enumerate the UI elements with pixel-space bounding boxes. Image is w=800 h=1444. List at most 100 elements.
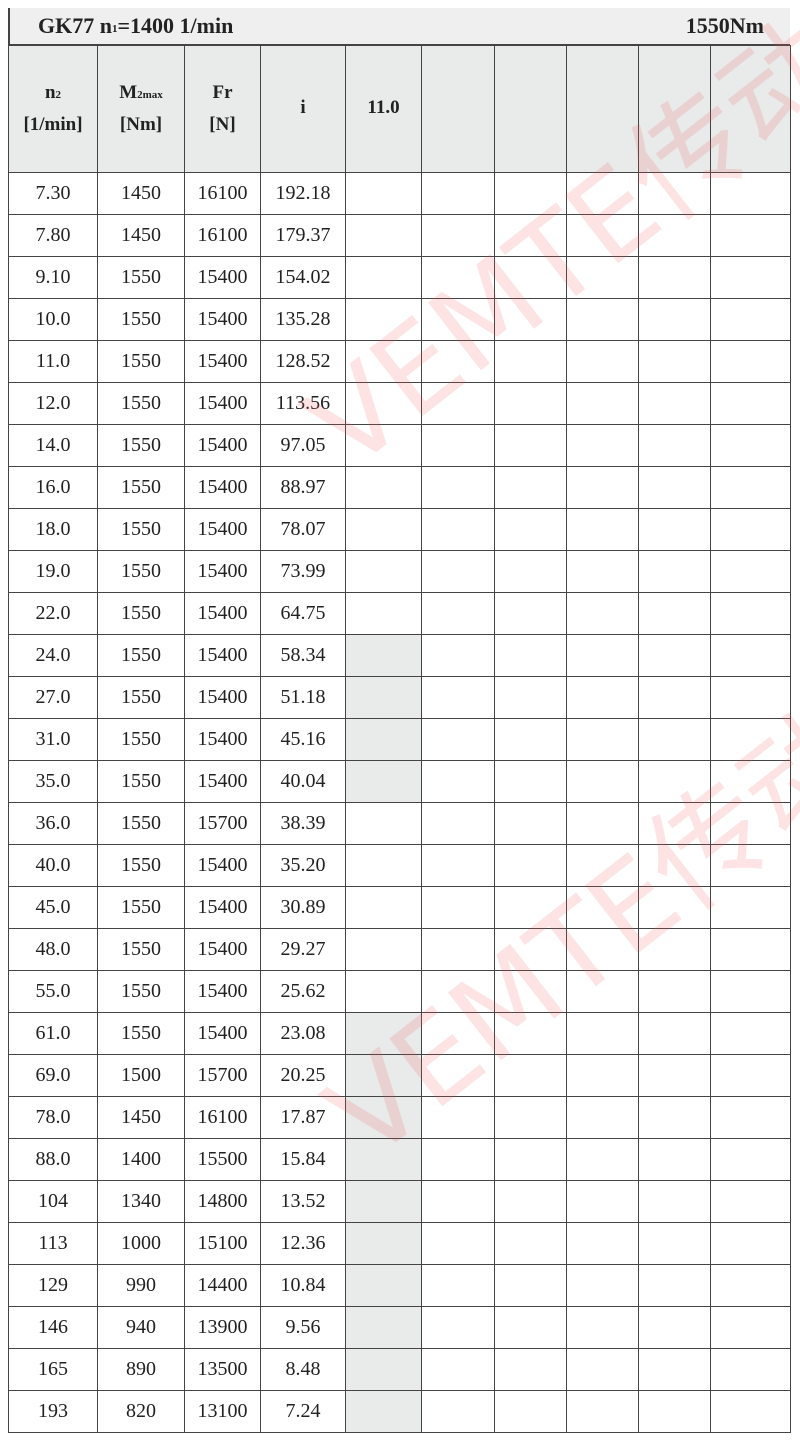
- cell-i: 15.84: [260, 1138, 346, 1181]
- cell-empty: [638, 718, 711, 761]
- cell-empty: [566, 1054, 639, 1097]
- cell-empty: [710, 550, 791, 593]
- cell-fr: 15400: [184, 424, 261, 467]
- cell-n2: 16.0: [8, 466, 98, 509]
- cell-empty: [421, 1306, 495, 1349]
- cell-n2: 193: [8, 1390, 98, 1433]
- header-main: i: [300, 97, 306, 118]
- cell-empty: [566, 256, 639, 299]
- cell-fr: 15400: [184, 340, 261, 383]
- cell-fr: 15400: [184, 676, 261, 719]
- table-row: 19.0 1550 15400 73.99: [8, 550, 791, 593]
- header-fr: Fr [N]: [184, 45, 261, 173]
- cell-ratio-11: [345, 928, 422, 971]
- cell-empty: [421, 718, 495, 761]
- cell-empty: [421, 382, 495, 425]
- cell-empty: [566, 844, 639, 887]
- header-unit: [1/min]: [23, 114, 83, 135]
- cell-empty: [421, 1054, 495, 1097]
- cell-empty: [494, 592, 567, 635]
- cell-n2: 48.0: [8, 928, 98, 971]
- cell-empty: [710, 970, 791, 1013]
- cell-empty: [421, 802, 495, 845]
- table-row: 11.0 1550 15400 128.52: [8, 340, 791, 383]
- cell-empty: [494, 424, 567, 467]
- cell-fr: 13100: [184, 1390, 261, 1433]
- cell-empty: [494, 1306, 567, 1349]
- cell-m2: 1550: [97, 550, 185, 593]
- table-title-bar: GK77 n1=1400 1/min 1550Nm: [8, 8, 790, 45]
- cell-i: 23.08: [260, 1012, 346, 1055]
- cell-empty: [494, 172, 567, 215]
- cell-ratio-11: [345, 1222, 422, 1265]
- cell-m2: 1500: [97, 1054, 185, 1097]
- cell-fr: 15100: [184, 1222, 261, 1265]
- cell-empty: [710, 634, 791, 677]
- cell-empty: [638, 1348, 711, 1391]
- table-row: 193 820 13100 7.24: [8, 1390, 791, 1433]
- cell-i: 154.02: [260, 256, 346, 299]
- cell-i: 78.07: [260, 508, 346, 551]
- cell-n2: 165: [8, 1348, 98, 1391]
- cell-m2: 1550: [97, 634, 185, 677]
- cell-empty: [421, 1264, 495, 1307]
- cell-ratio-11: [345, 382, 422, 425]
- cell-empty: [421, 340, 495, 383]
- cell-n2: 146: [8, 1306, 98, 1349]
- table-row: 18.0 1550 15400 78.07: [8, 508, 791, 551]
- table-row: 35.0 1550 15400 40.04: [8, 760, 791, 803]
- cell-empty: [710, 592, 791, 635]
- table-row: 7.80 1450 16100 179.37: [8, 214, 791, 257]
- cell-empty: [421, 466, 495, 509]
- cell-empty: [494, 466, 567, 509]
- cell-ratio-11: [345, 592, 422, 635]
- table-row: 165 890 13500 8.48: [8, 1348, 791, 1391]
- cell-empty: [494, 1054, 567, 1097]
- cell-i: 10.84: [260, 1264, 346, 1307]
- cell-n2: 45.0: [8, 886, 98, 929]
- cell-empty: [710, 172, 791, 215]
- gearbox-table-container: GK77 n1=1400 1/min 1550Nm n2 [1/min] M2max…: [8, 8, 791, 1433]
- table-row: 24.0 1550 15400 58.34: [8, 634, 791, 677]
- cell-m2: 1550: [97, 298, 185, 341]
- cell-i: 179.37: [260, 214, 346, 257]
- cell-empty: [638, 256, 711, 299]
- cell-m2: 1550: [97, 508, 185, 551]
- cell-m2: 1450: [97, 214, 185, 257]
- cell-empty: [421, 1222, 495, 1265]
- cell-ratio-11: [345, 550, 422, 593]
- header-empty: [710, 45, 791, 173]
- cell-empty: [710, 1096, 791, 1139]
- cell-m2: 1450: [97, 1096, 185, 1139]
- cell-empty: [494, 508, 567, 551]
- table-row: 22.0 1550 15400 64.75: [8, 592, 791, 635]
- cell-ratio-11: [345, 886, 422, 929]
- cell-empty: [638, 1138, 711, 1181]
- table-row: 7.30 1450 16100 192.18: [8, 172, 791, 215]
- cell-n2: 36.0: [8, 802, 98, 845]
- cell-n2: 10.0: [8, 298, 98, 341]
- cell-fr: 16100: [184, 1096, 261, 1139]
- cell-empty: [566, 928, 639, 971]
- header-n2: n2 [1/min]: [8, 45, 98, 173]
- cell-fr: 14800: [184, 1180, 261, 1223]
- cell-ratio-11: [345, 214, 422, 257]
- header-sub: 2max: [137, 89, 163, 101]
- cell-ratio-11: [345, 802, 422, 845]
- cell-fr: 15400: [184, 718, 261, 761]
- cell-ratio-11: [345, 1180, 422, 1223]
- header-main: 11.0: [367, 97, 400, 118]
- cell-empty: [494, 1222, 567, 1265]
- cell-ratio-11: [345, 676, 422, 719]
- cell-empty: [710, 1264, 791, 1307]
- cell-empty: [494, 1264, 567, 1307]
- cell-n2: 61.0: [8, 1012, 98, 1055]
- cell-empty: [421, 928, 495, 971]
- cell-empty: [421, 634, 495, 677]
- cell-empty: [638, 172, 711, 215]
- header-unit: [N]: [209, 114, 236, 135]
- table-row: 55.0 1550 15400 25.62: [8, 970, 791, 1013]
- cell-empty: [710, 1222, 791, 1265]
- cell-i: 38.39: [260, 802, 346, 845]
- table-row: 27.0 1550 15400 51.18: [8, 676, 791, 719]
